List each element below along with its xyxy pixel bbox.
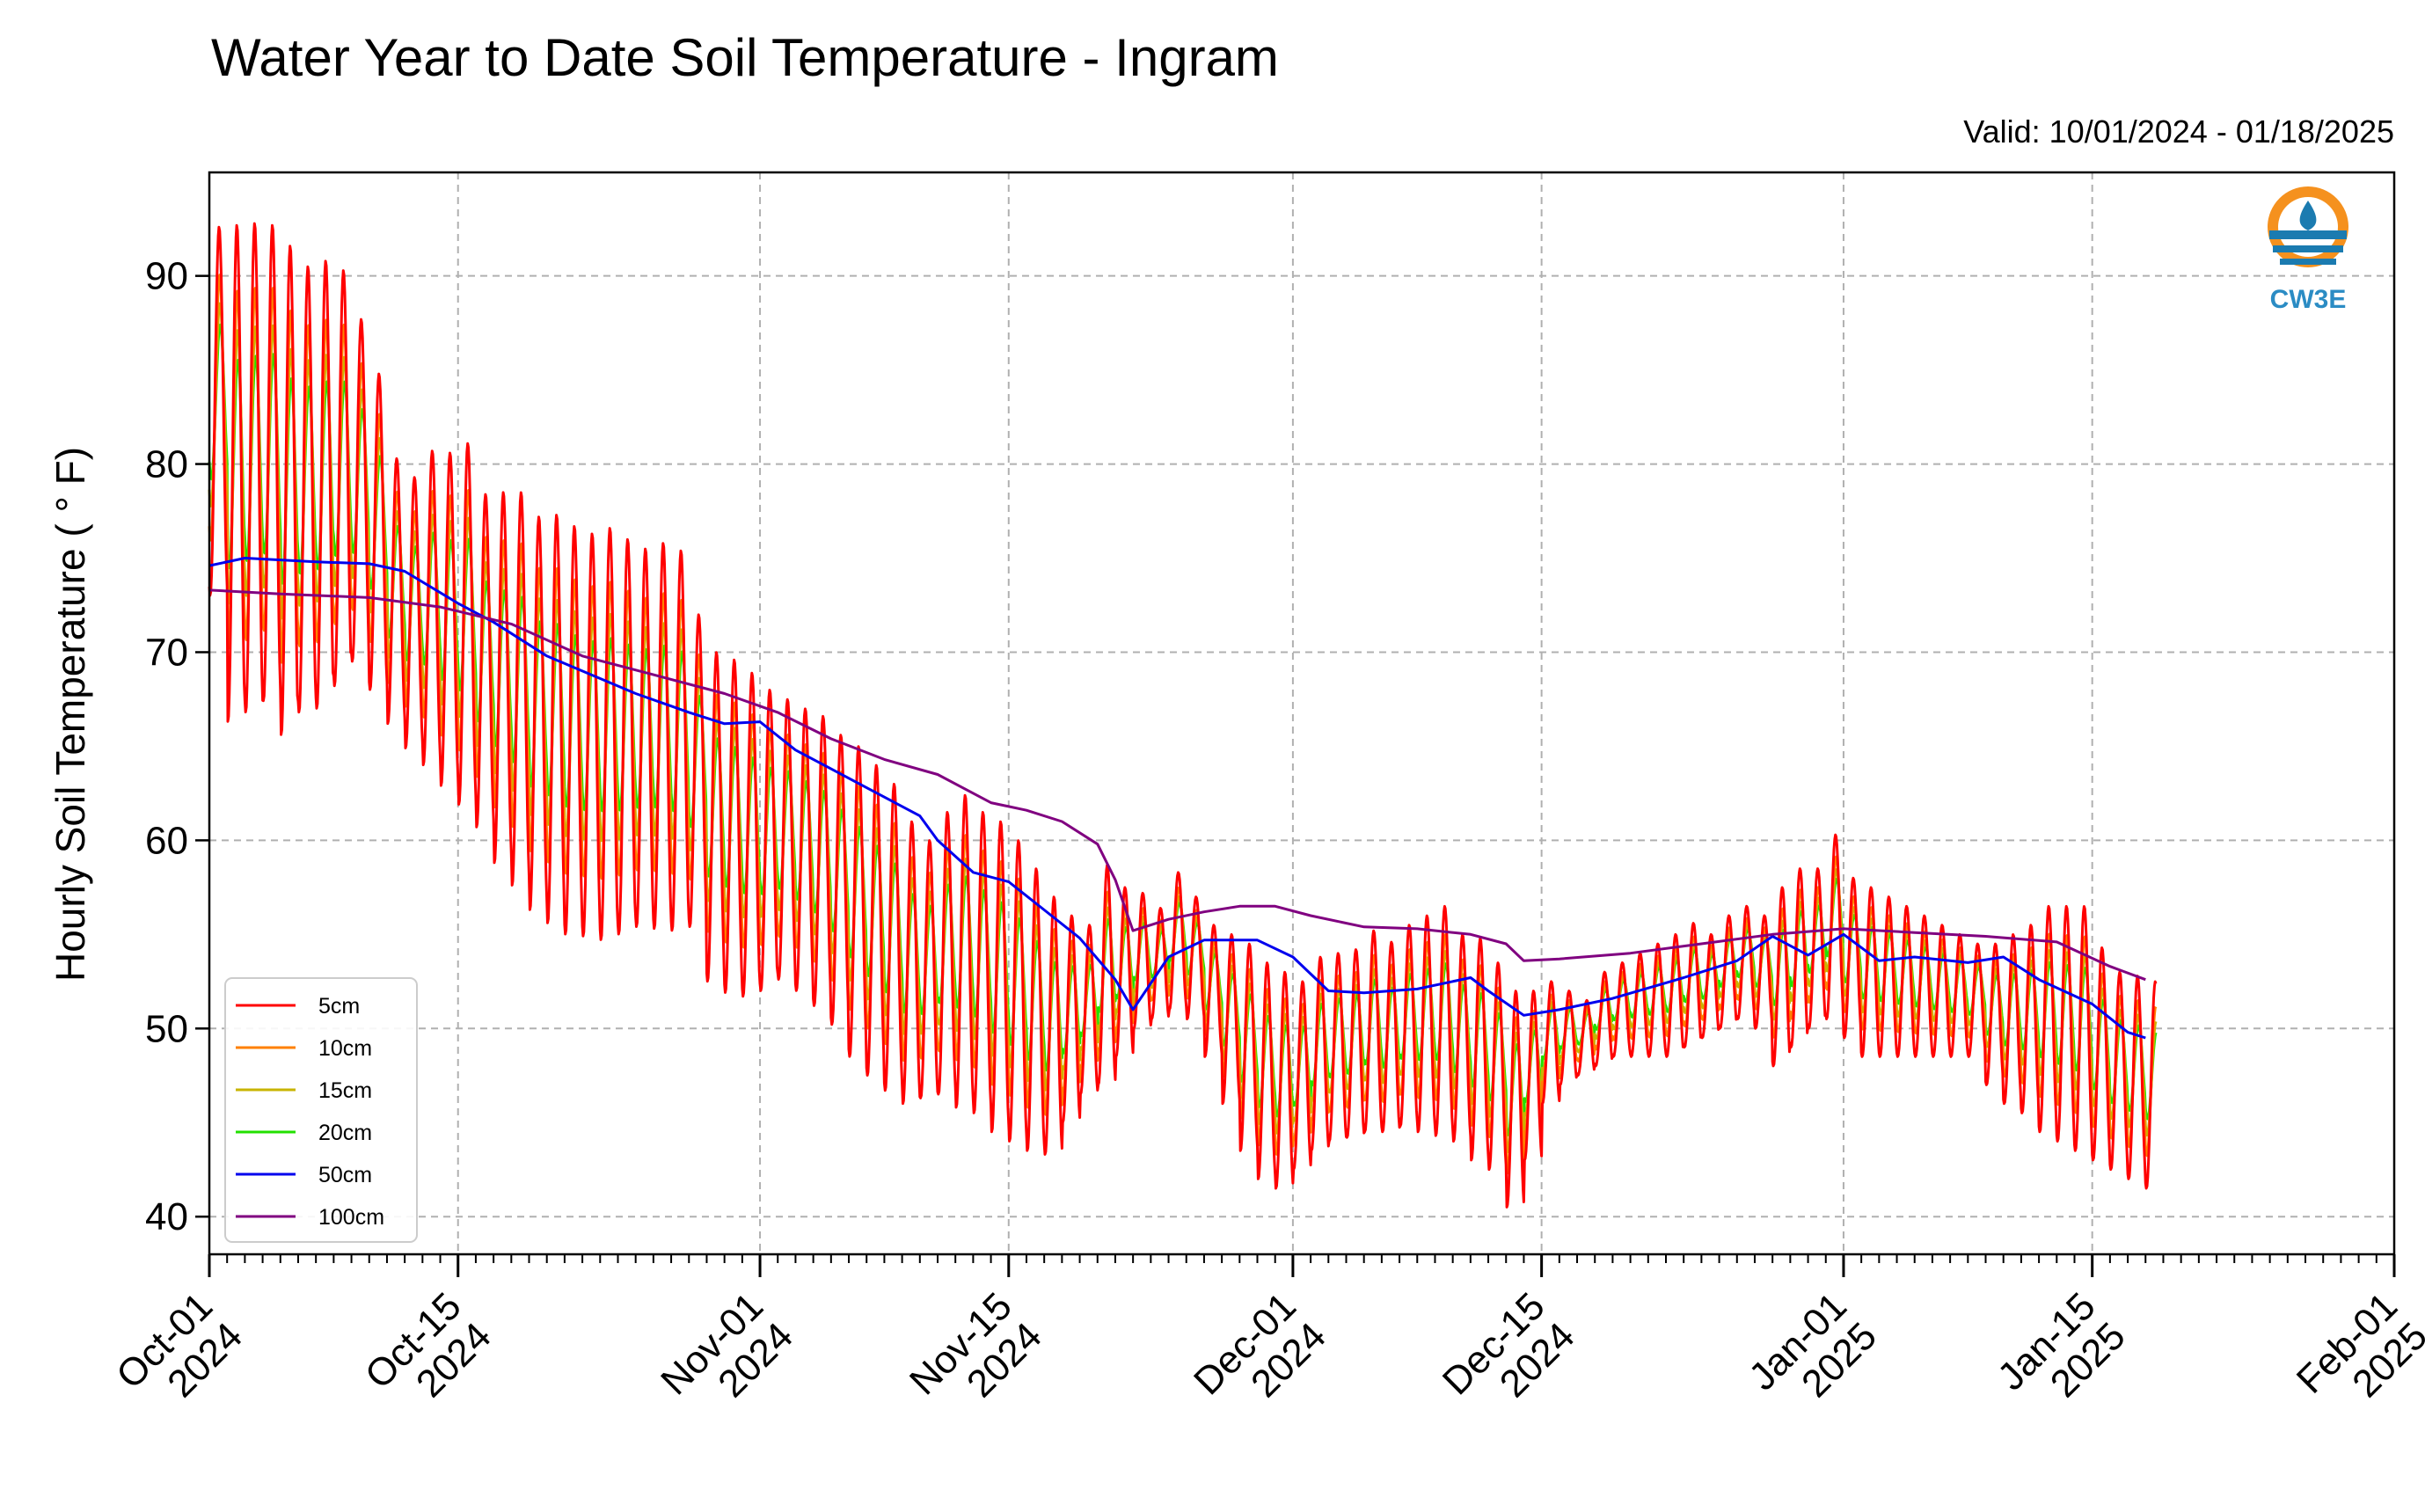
y-axis: 40 50 60 70 80 90 [145, 255, 209, 1238]
y-tick-label: 90 [145, 255, 188, 298]
legend-label: 10cm [318, 1036, 372, 1061]
y-tick-label: 40 [145, 1195, 188, 1238]
legend: 5cm 10cm 15cm 20cm 50cm 100cm [224, 977, 418, 1243]
y-tick-label: 70 [145, 631, 188, 674]
y-tick-label: 60 [145, 819, 188, 862]
series-line-100cm [208, 588, 2146, 982]
plot-frame [208, 171, 2396, 1256]
legend-label: 50cm [318, 1163, 372, 1187]
series-layer [208, 222, 2158, 1209]
cw3e-logo: CW3E [2268, 186, 2348, 314]
series-line-5cm [208, 222, 2158, 1209]
y-tick-label: 80 [145, 443, 188, 486]
chart-title: Water Year to Date Soil Temperature - In… [211, 28, 1279, 87]
y-axis-label: Hourly Soil Temperature ( ° F) [47, 447, 93, 982]
logo-text: CW3E [2270, 285, 2347, 314]
y-tick-label: 50 [145, 1007, 188, 1050]
valid-range: Valid: 10/01/2024 - 01/18/2025 [1963, 113, 2394, 150]
legend-label: 20cm [318, 1121, 372, 1145]
water-drop-icon [2299, 201, 2317, 230]
legend-label: 15cm [318, 1078, 372, 1103]
legend-label: 5cm [318, 994, 360, 1019]
legend-box [224, 977, 418, 1243]
legend-label: 100cm [318, 1205, 384, 1230]
series-line-50cm [208, 557, 2146, 1040]
